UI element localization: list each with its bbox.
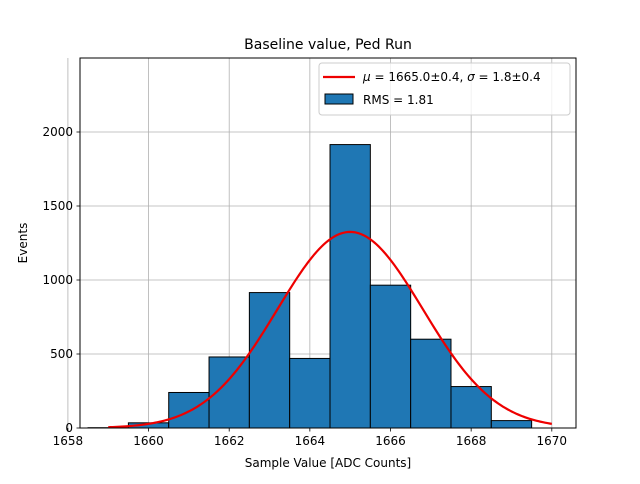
- y-tick-label: 0: [65, 421, 73, 435]
- x-axis-label: Sample Value [ADC Counts]: [245, 456, 411, 470]
- y-axis-label: Events: [16, 223, 30, 264]
- y-tick-label: 1500: [42, 199, 73, 213]
- histogram-bar: [411, 339, 451, 428]
- x-tick-label: 1662: [214, 434, 245, 448]
- legend: μ = 1665.0±0.4, σ = 1.8±0.4 RMS = 1.81: [319, 63, 570, 115]
- x-tick-label: 1660: [133, 434, 164, 448]
- x-tick-label: 1670: [537, 434, 568, 448]
- histogram-bar: [330, 145, 370, 428]
- y-tick-label: 1000: [42, 273, 73, 287]
- x-tick-label: 1664: [295, 434, 326, 448]
- x-tick-label: 1668: [456, 434, 487, 448]
- y-tick-label: 500: [50, 347, 73, 361]
- x-tick-label: 1658: [53, 434, 84, 448]
- legend-hist-label: RMS = 1.81: [363, 93, 434, 107]
- histogram-bar: [290, 358, 330, 428]
- y-tick-label: 2000: [42, 125, 73, 139]
- histogram-bar: [491, 421, 531, 428]
- histogram-bar: [370, 285, 410, 428]
- x-tick-label: 1666: [375, 434, 406, 448]
- chart-title: Baseline value, Ped Run: [244, 37, 412, 53]
- legend-hist-swatch: [325, 94, 353, 104]
- histogram-bar: [249, 293, 289, 428]
- legend-fit-label: μ = 1665.0±0.4, σ = 1.8±0.4: [362, 70, 541, 84]
